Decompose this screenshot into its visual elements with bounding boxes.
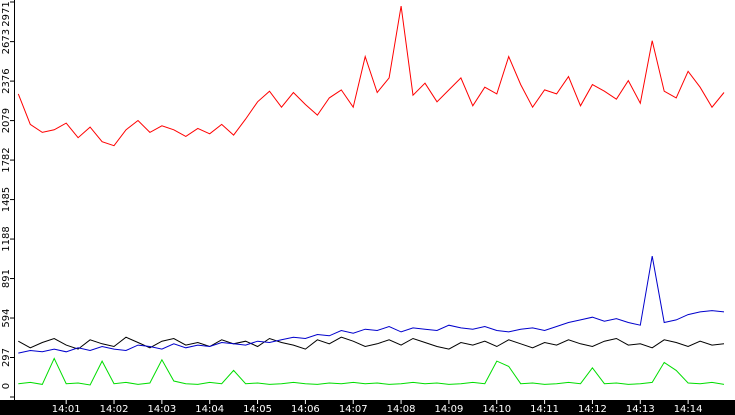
x-tick-label: 14:03 xyxy=(147,404,176,415)
x-tick-label: 14:05 xyxy=(243,404,272,415)
x-tick-label: 14:01 xyxy=(52,404,81,415)
y-tick-label: 1188 xyxy=(1,226,12,251)
x-tick-label: 14:02 xyxy=(100,404,129,415)
y-tick-label: 1782 xyxy=(1,147,12,172)
y-tick-label: 1485 xyxy=(1,187,12,212)
x-tick-label: 14:07 xyxy=(339,404,368,415)
y-tick-label: 2079 xyxy=(1,108,12,133)
y-tick-label: 594 xyxy=(1,308,12,327)
y-tick-label: 2376 xyxy=(1,68,12,93)
series-line xyxy=(18,357,725,386)
y-tick-label: 2971 xyxy=(1,1,12,26)
x-tick-label: 14:09 xyxy=(434,404,463,415)
y-tick-label: 2673 xyxy=(1,29,12,54)
y-tick-label: 297 xyxy=(1,348,12,367)
x-axis-band xyxy=(0,400,735,415)
x-tick-label: 14:08 xyxy=(387,404,416,415)
x-tick-label: 14:11 xyxy=(530,404,559,415)
x-tick-label: 14:12 xyxy=(578,404,607,415)
x-tick-label: 14:13 xyxy=(626,404,655,415)
y-tick-label: 0 xyxy=(1,383,12,389)
y-tick-label: 891 xyxy=(1,269,12,288)
x-tick-label: 14:06 xyxy=(291,404,320,415)
x-tick-label: 14:04 xyxy=(195,404,224,415)
x-tick-label: 14:10 xyxy=(482,404,511,415)
series-line xyxy=(18,256,725,354)
series-line xyxy=(18,336,725,350)
x-tick-label: 14:14 xyxy=(674,404,703,415)
series-line xyxy=(17,6,725,147)
